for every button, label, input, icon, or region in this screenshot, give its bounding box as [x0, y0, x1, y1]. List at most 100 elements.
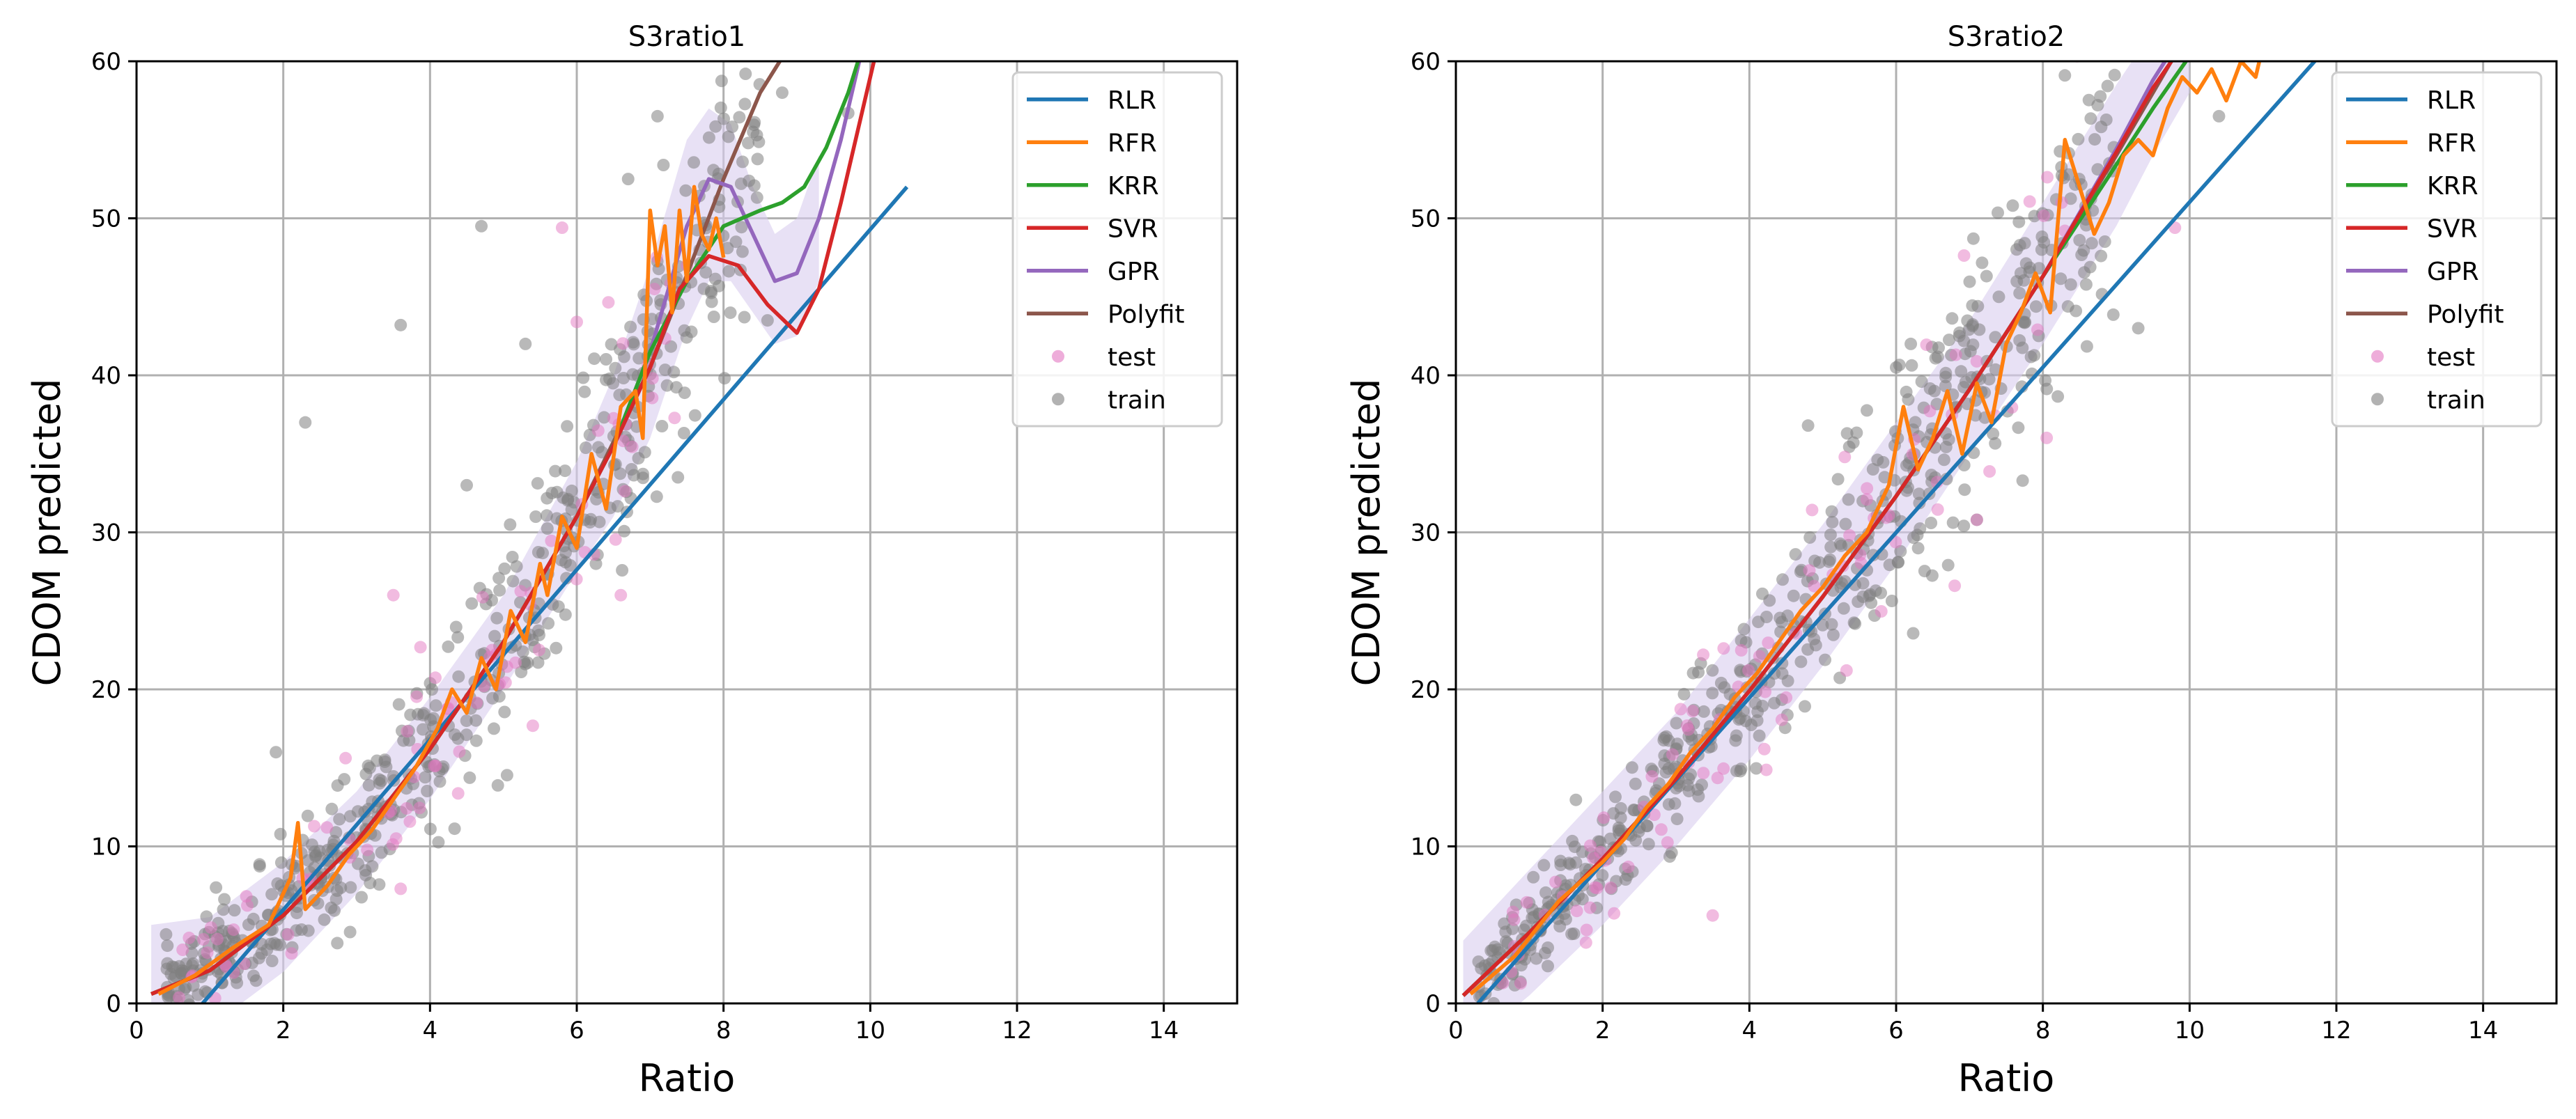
train-point: [1866, 463, 1879, 476]
train-point: [1665, 846, 1678, 859]
train-point: [733, 111, 746, 124]
train-point: [2108, 68, 2121, 81]
train-point: [593, 515, 606, 529]
train-point: [722, 265, 736, 278]
y-axis-label: CDOM predicted: [25, 379, 69, 687]
train-point: [735, 221, 748, 234]
train-point: [2029, 300, 2042, 313]
train-point: [738, 311, 751, 324]
train-point: [1957, 519, 1971, 533]
train-point: [736, 155, 749, 169]
test-point: [532, 643, 545, 657]
train-point: [1946, 516, 1960, 529]
train-point: [2084, 112, 2097, 125]
train-point: [1776, 667, 1789, 680]
train-point: [1837, 602, 1850, 615]
train-point: [429, 699, 442, 712]
train-point: [679, 184, 692, 197]
x-tick-label: 14: [2468, 1017, 2498, 1044]
train-point: [1983, 373, 1996, 386]
train-point: [217, 903, 230, 916]
train-point: [392, 698, 405, 711]
legend-label-test: test: [2427, 343, 2475, 372]
train-point: [1939, 370, 1953, 384]
train-point: [1753, 729, 1766, 742]
test-point: [387, 588, 400, 602]
test-point: [210, 932, 224, 946]
train-point: [362, 778, 375, 792]
train-point: [470, 714, 483, 727]
train-point: [247, 912, 260, 925]
train-point: [506, 551, 519, 563]
train-point: [1565, 928, 1578, 941]
x-tick-label: 6: [1888, 1017, 1904, 1044]
train-point: [1657, 734, 1670, 747]
train-point: [1697, 705, 1710, 718]
train-point: [449, 620, 463, 634]
train-point: [1776, 573, 1789, 586]
train-point: [290, 907, 303, 920]
train-point: [577, 371, 590, 384]
y-axis-label: CDOM predicted: [1344, 379, 1388, 687]
train-point: [2064, 278, 2077, 291]
train-point: [2010, 275, 2024, 288]
train-point: [1875, 586, 1887, 600]
train-point: [427, 712, 440, 725]
train-point: [1831, 473, 1845, 486]
train-point: [1992, 206, 2004, 219]
train-point: [1576, 893, 1589, 906]
train-point: [344, 881, 357, 894]
gpr-uncertainty-band: [1463, 61, 2190, 1003]
test-point: [470, 696, 483, 710]
legend-label-gpr: GPR: [1108, 258, 1160, 286]
train-point: [598, 411, 611, 424]
train-point: [2013, 287, 2026, 299]
y-tick-label: 40: [1411, 362, 1441, 390]
train-point: [1487, 996, 1500, 1003]
test-point: [646, 372, 659, 385]
train-point: [488, 722, 500, 735]
train-point: [1677, 687, 1691, 701]
train-point: [1856, 577, 1870, 590]
train-point: [559, 556, 572, 569]
test-point: [1680, 719, 1693, 733]
y-tick-label: 30: [91, 519, 121, 547]
train-point: [488, 629, 502, 643]
train-point: [1836, 577, 1849, 590]
train-point: [1940, 472, 1953, 485]
train-point: [1989, 363, 2002, 376]
test-point: [1759, 685, 1771, 698]
train-point: [1537, 859, 1551, 872]
x-tick-label: 0: [1448, 1017, 1464, 1044]
train-point: [1566, 834, 1579, 847]
train-point: [491, 778, 504, 792]
test-point: [1760, 763, 1773, 776]
x-tick-label: 14: [1149, 1017, 1179, 1044]
train-point: [1824, 529, 1837, 541]
train-point: [1750, 762, 1763, 775]
test-point: [2023, 195, 2036, 208]
train-point: [448, 822, 461, 836]
test-point: [1514, 977, 1527, 990]
train-point: [1959, 347, 1971, 361]
y-tick-label: 50: [91, 205, 121, 233]
train-point: [2132, 322, 2145, 335]
train-point: [1627, 804, 1640, 817]
test-point: [1697, 767, 1710, 780]
train-point: [2038, 236, 2051, 249]
legend-label-train: train: [1108, 386, 1166, 414]
test-point: [1970, 513, 1983, 526]
train-point: [1890, 361, 1902, 374]
train-point: [380, 760, 393, 774]
legend-label-rfr: RFR: [2427, 129, 2476, 157]
scatter-train: [160, 68, 855, 1003]
test-point: [1587, 852, 1600, 865]
train-point: [498, 705, 511, 719]
train-point: [1799, 700, 1811, 713]
train-point: [1958, 483, 1971, 496]
test-point: [1597, 811, 1611, 824]
train-point: [1839, 517, 1852, 531]
test-point: [1583, 839, 1597, 852]
train-point: [1902, 393, 1915, 406]
train-point: [355, 891, 368, 904]
